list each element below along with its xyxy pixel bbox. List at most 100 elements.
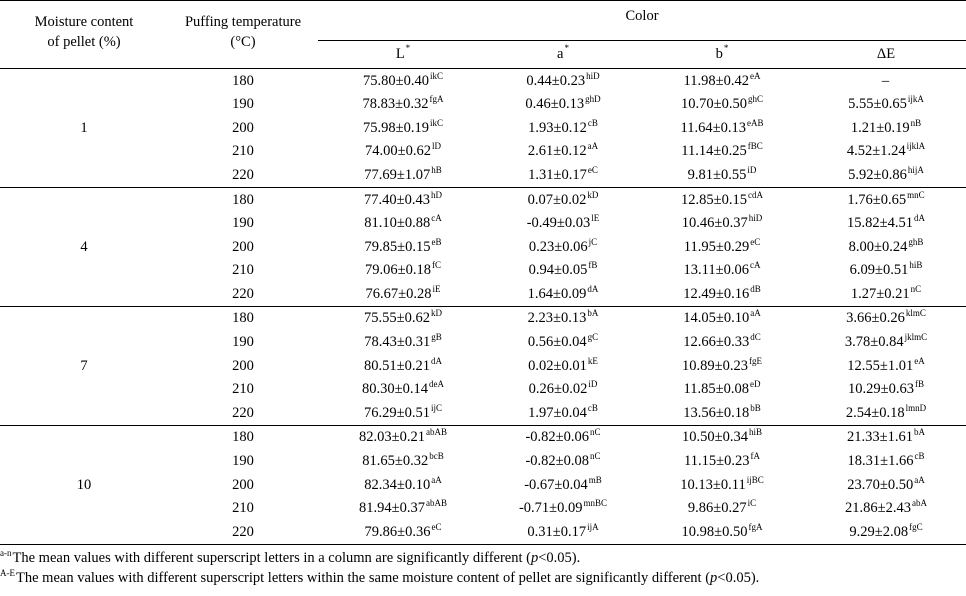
temperature-cell: 190 bbox=[232, 334, 254, 351]
b-cell-superscript: eC bbox=[750, 236, 761, 247]
b-cell: 14.05±0.10aA bbox=[638, 305, 806, 331]
l-cell: 78.83±0.32fgA bbox=[318, 93, 488, 117]
b-cell-superscript: hiD bbox=[748, 213, 763, 224]
de-cell: 21.33±1.61bA bbox=[806, 424, 966, 450]
table-row: 190 81.65±0.32bcB -0.82±0.08nC 11.15±0.23fA… bbox=[0, 450, 966, 474]
a-cell-value: 1.31±0.17 bbox=[528, 166, 587, 183]
l-cell-superscript: deA bbox=[428, 379, 444, 390]
de-cell: 3.78±0.84jklmC bbox=[806, 331, 966, 355]
de-cell-value: 1.27±0.21 bbox=[850, 285, 910, 302]
header-de-label: ΔE bbox=[876, 46, 896, 63]
de-cell-superscript: cB bbox=[914, 451, 925, 462]
a-cell-value: 2.23±0.13 bbox=[527, 310, 587, 327]
a-cell-value: -0.82±0.08 bbox=[525, 453, 590, 470]
a-cell: 1.31±0.17eC bbox=[488, 163, 638, 187]
a-cell-superscript: aA bbox=[587, 141, 599, 152]
temperature-cell: 190 bbox=[232, 96, 254, 113]
a-cell-superscript: mnBC bbox=[583, 498, 608, 509]
l-cell: 77.69±1.07hB bbox=[318, 163, 488, 187]
b-cell-value: 12.66±0.33 bbox=[683, 334, 750, 351]
l-cell: 79.86±0.36eC bbox=[318, 520, 488, 545]
color-header: Color bbox=[318, 0, 966, 41]
l-cell-value: 80.30±0.14 bbox=[362, 381, 428, 398]
temperature-header: Puffing temperature (°C) bbox=[168, 0, 318, 69]
a-cell: -0.67±0.04mB bbox=[488, 473, 638, 497]
a-cell-superscript: hiD bbox=[586, 70, 600, 81]
l-cell-value: 76.29±0.51 bbox=[364, 404, 430, 421]
a-cell-superscript: nC bbox=[590, 427, 601, 438]
l-cell-value: 75.98±0.19 bbox=[363, 119, 429, 136]
moisture-header-line2: of pellet (%) bbox=[47, 34, 121, 50]
l-cell: 75.55±0.62kD bbox=[318, 305, 488, 331]
l-cell: 81.94±0.37abAB bbox=[318, 497, 488, 521]
b-cell: 12.49±0.16dB bbox=[638, 282, 806, 306]
l-cell: 79.85±0.15eB bbox=[318, 235, 488, 259]
temperature-cell: 190 bbox=[232, 453, 254, 470]
de-cell: 5.55±0.65ijkA bbox=[806, 93, 966, 117]
table-row: 210 79.06±0.18fC 0.94±0.05fB 13.11±0.06cA 6.… bbox=[0, 259, 966, 283]
header-a: a* bbox=[488, 40, 638, 69]
a-cell-value: 0.56±0.04 bbox=[527, 334, 587, 351]
a-cell-value: 0.26±0.02 bbox=[528, 381, 588, 398]
table-row: 7 180 75.55±0.62kD 2.23±0.13bA 14.05±0.10aA 3… bbox=[0, 305, 966, 426]
b-cell-value: 11.14±0.25 bbox=[681, 143, 747, 160]
b-cell: 10.50±0.34hiB bbox=[638, 424, 806, 450]
moisture-header-line1: Moisture content bbox=[34, 14, 134, 30]
b-cell-superscript: hiB bbox=[748, 427, 762, 438]
de-cell-superscript: nB bbox=[910, 117, 922, 128]
l-cell-superscript: iE bbox=[432, 283, 441, 294]
l-cell-value: 75.80±0.40 bbox=[363, 72, 429, 89]
l-cell: 78.43±0.31gB bbox=[318, 331, 488, 355]
b-cell: 12.85±0.15cdA bbox=[638, 186, 806, 212]
header-b: b* bbox=[638, 40, 806, 69]
l-cell-superscript: eB bbox=[431, 236, 442, 247]
b-cell-superscript: ghC bbox=[747, 94, 763, 105]
b-cell-value: 10.13±0.11 bbox=[680, 476, 746, 493]
de-cell: – bbox=[806, 69, 966, 93]
temperature-cell: 200 bbox=[232, 357, 254, 374]
l-cell-value: 82.34±0.10 bbox=[364, 476, 431, 493]
temperature-cell: 200 bbox=[232, 119, 254, 136]
l-cell-superscript: dA bbox=[430, 355, 442, 366]
a-cell-superscript: bA bbox=[587, 308, 599, 319]
a-cell: 0.56±0.04gC bbox=[488, 331, 638, 355]
de-cell-value: 4.52±1.24 bbox=[846, 143, 906, 160]
header-l-star: * bbox=[405, 43, 411, 54]
table-row: 190 78.43±0.31gB 0.56±0.04gC 12.66±0.33dC 3.… bbox=[0, 331, 966, 355]
a-cell-value: 1.64±0.09 bbox=[527, 285, 587, 302]
temperature-cell: 180 bbox=[232, 72, 254, 89]
de-cell-value: 2.54±0.18 bbox=[845, 404, 905, 421]
l-cell-value: 77.40±0.43 bbox=[364, 191, 430, 208]
header-row-2: L* a* b* ΔE bbox=[0, 40, 966, 69]
footnote-2-text: The mean values with different superscri… bbox=[16, 570, 711, 586]
b-cell-superscript: fgE bbox=[748, 355, 762, 366]
color-table: Moisture content of pellet (%) Puffing t… bbox=[0, 0, 966, 545]
de-cell: 15.82±4.51dA bbox=[806, 212, 966, 236]
b-cell: 11.64±0.13eAB bbox=[638, 116, 806, 140]
l-cell: 80.30±0.14deA bbox=[318, 378, 488, 402]
a-cell: 0.26±0.02iD bbox=[488, 378, 638, 402]
temperature-cell: 180 bbox=[168, 305, 318, 331]
a-cell: 0.23±0.06jC bbox=[488, 235, 638, 259]
temperature-cell: 220 bbox=[232, 404, 254, 421]
de-cell-value: – bbox=[881, 72, 890, 89]
de-cell: 1.27±0.21nC bbox=[806, 282, 966, 306]
a-cell-value: 0.44±0.23 bbox=[526, 72, 586, 89]
de-cell-value: 3.66±0.26 bbox=[846, 310, 905, 327]
de-cell-value: 21.86±2.43 bbox=[845, 500, 911, 517]
de-cell-value: 5.55±0.65 bbox=[848, 96, 907, 113]
a-cell-value: 0.46±0.13 bbox=[525, 96, 585, 113]
a-cell: -0.49±0.03lE bbox=[488, 212, 638, 236]
l-cell-value: 80.51±0.21 bbox=[364, 357, 430, 374]
l-cell: 80.51±0.21dA bbox=[318, 354, 488, 378]
a-cell-value: 1.97±0.04 bbox=[528, 404, 587, 421]
footnote-1-p: p bbox=[530, 550, 539, 566]
a-cell-superscript: kE bbox=[587, 355, 598, 366]
a-cell-superscript: ghD bbox=[585, 94, 601, 105]
b-cell-value: 10.98±0.50 bbox=[681, 523, 748, 540]
a-cell-value: 2.61±0.12 bbox=[527, 143, 587, 160]
l-cell-superscript: abAB bbox=[425, 427, 447, 438]
l-cell-value: 78.83±0.32 bbox=[362, 96, 429, 113]
b-cell-superscript: fgA bbox=[748, 521, 763, 532]
l-cell: 76.67±0.28iE bbox=[318, 282, 488, 306]
